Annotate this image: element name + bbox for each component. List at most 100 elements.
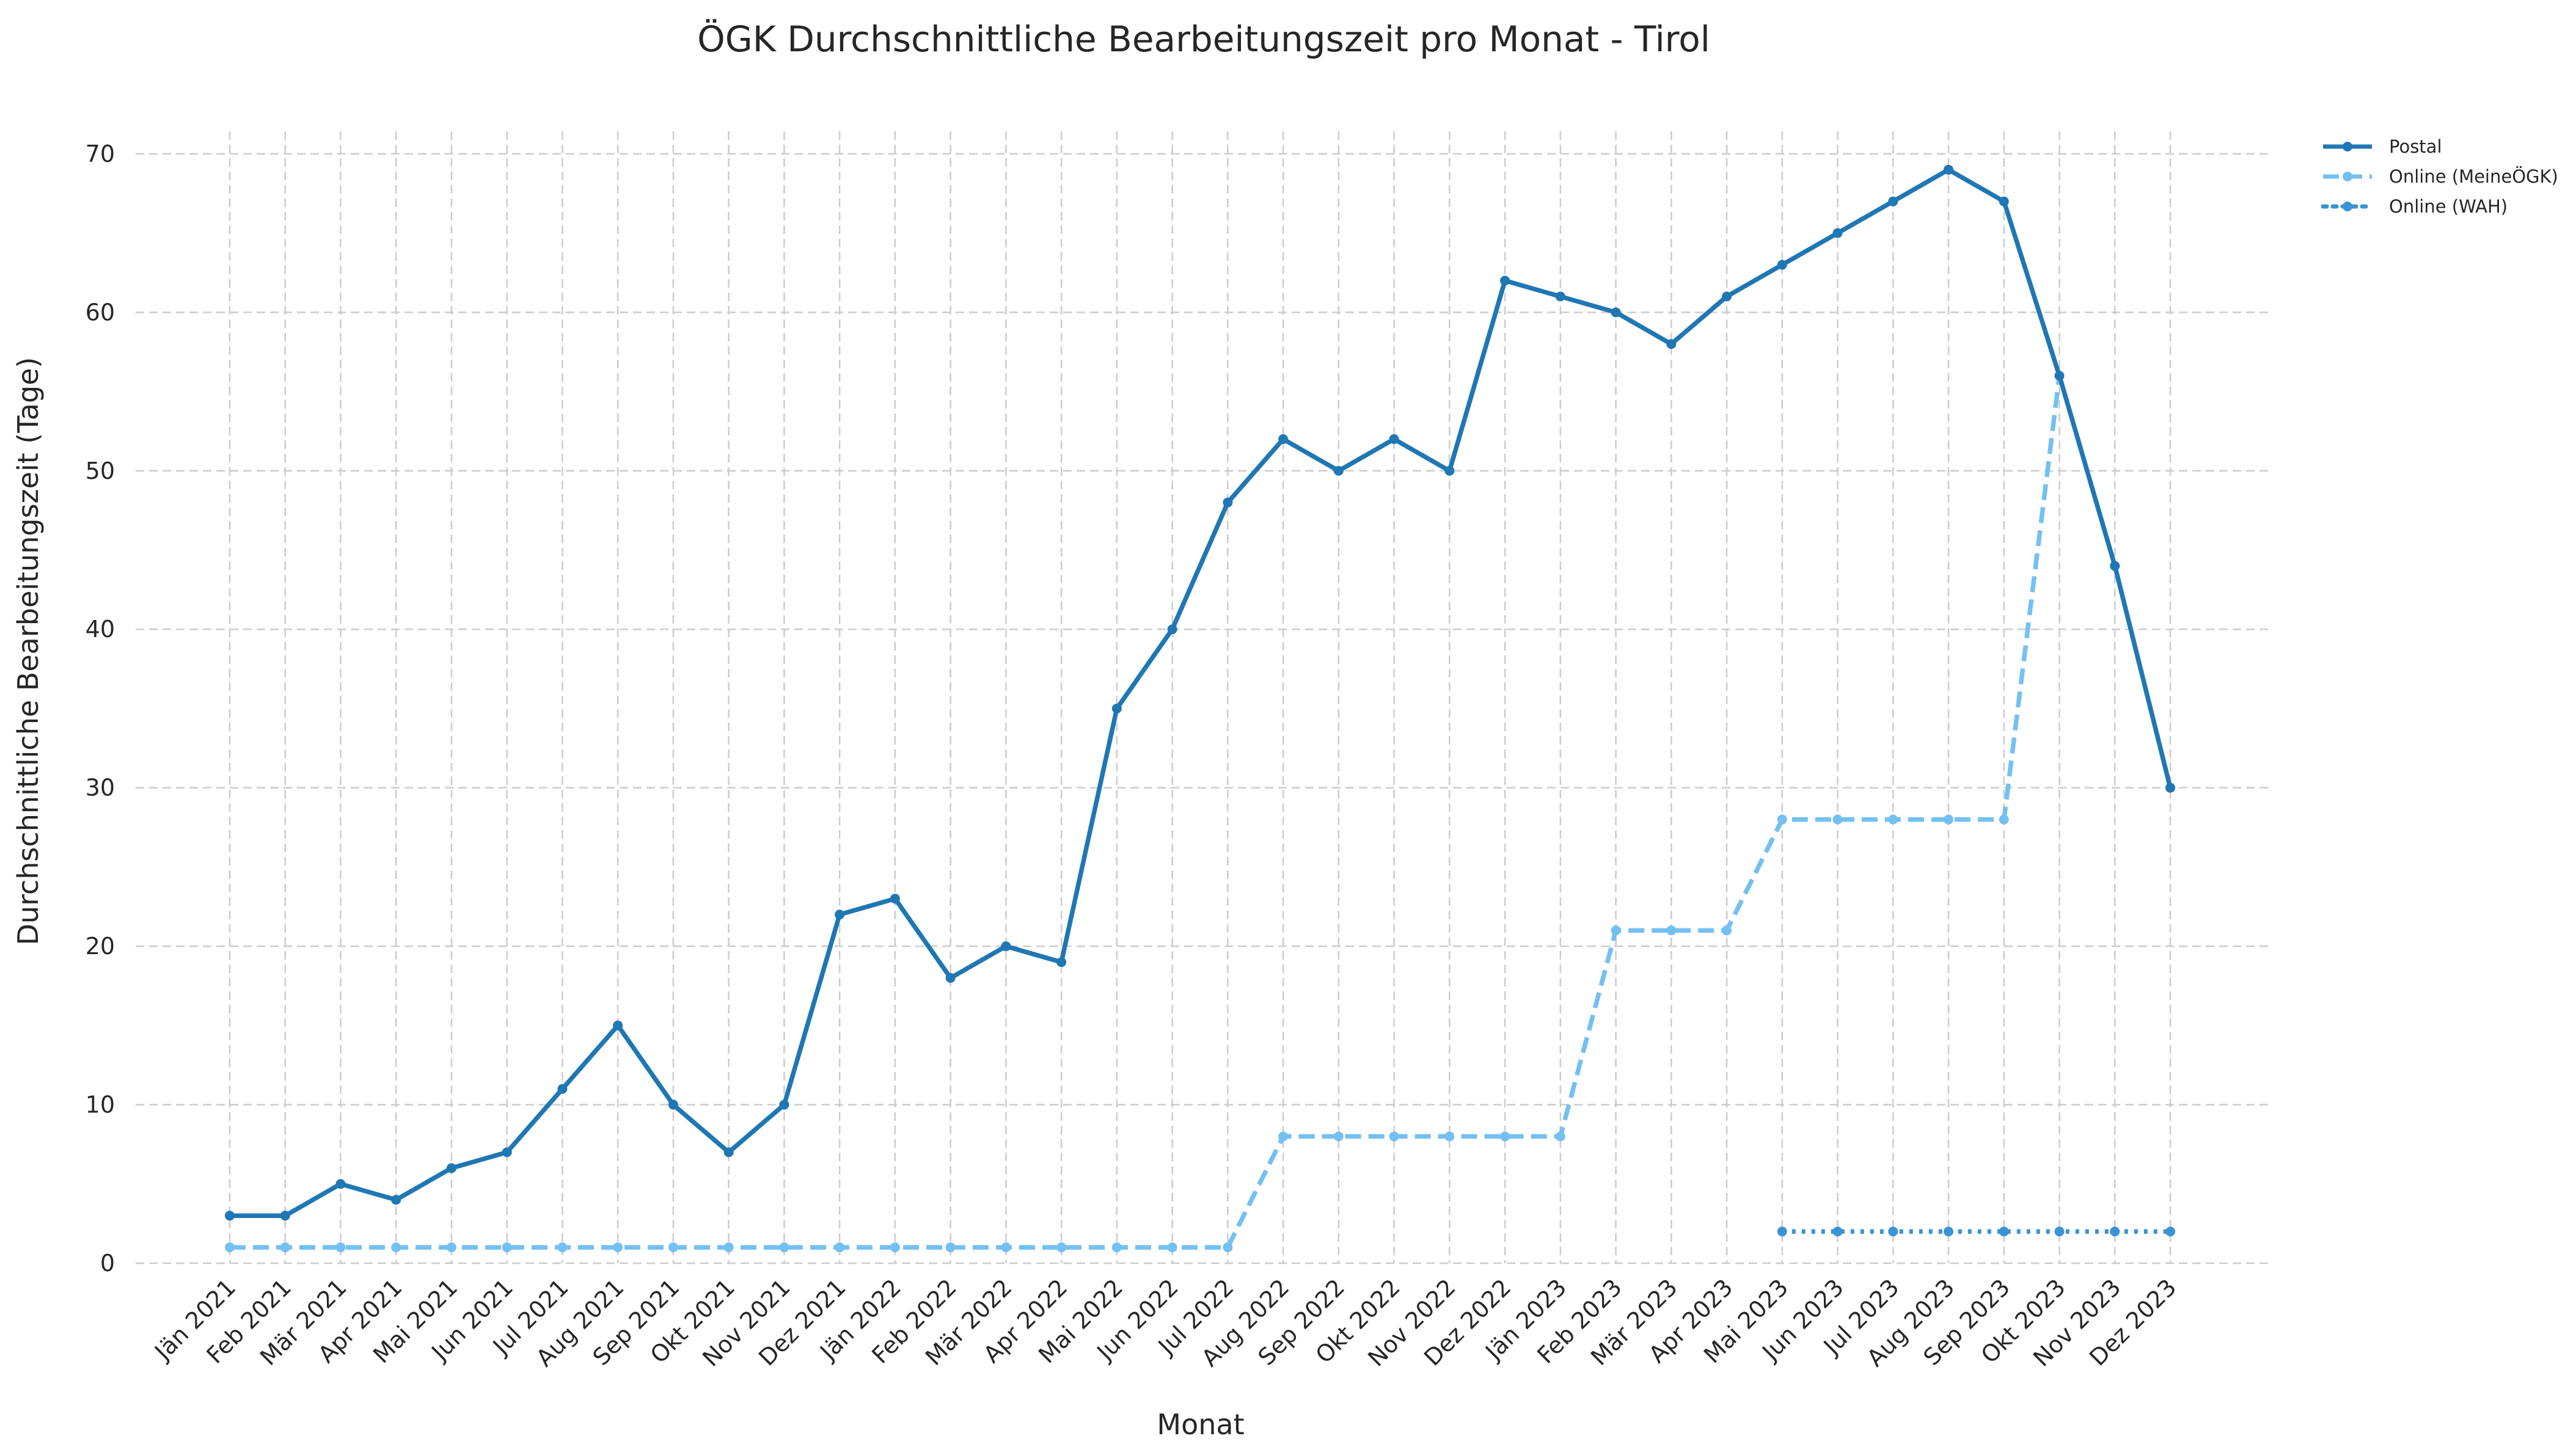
data-point [2110, 561, 2120, 571]
data-point [668, 1242, 678, 1253]
data-point [1555, 291, 1565, 302]
series-1 [225, 371, 2175, 1253]
data-point [1167, 1242, 1177, 1253]
data-point [1333, 465, 1344, 476]
data-point [1666, 339, 1677, 349]
legend-marker [2343, 142, 2352, 151]
data-point [446, 1163, 456, 1173]
y-axis-label: Durchschnittliche Bearbeitungszeit (Tage… [12, 357, 45, 946]
data-point [1832, 228, 1843, 238]
data-point [1111, 703, 1122, 713]
data-point [1001, 1242, 1011, 1253]
series-group [225, 164, 2175, 1253]
data-point [1444, 465, 1455, 476]
y-tick-label: 0 [100, 1250, 115, 1277]
data-point [1611, 925, 1621, 936]
data-point [557, 1084, 568, 1094]
data-point [835, 1242, 845, 1253]
y-tick-label: 20 [86, 933, 115, 960]
data-point [723, 1242, 734, 1253]
data-point [2165, 1227, 2175, 1237]
data-point [335, 1242, 346, 1253]
data-point [502, 1147, 512, 1158]
series-line [230, 167, 2173, 1218]
y-tick-label: 30 [86, 775, 115, 801]
chart-title: ÖGK Durchschnittliche Bearbeitungszeit p… [697, 18, 1710, 60]
data-point [1444, 1131, 1455, 1142]
y-tick-label: 10 [86, 1092, 115, 1118]
data-point [945, 1242, 956, 1253]
data-point [779, 1242, 789, 1253]
data-point [1777, 260, 1787, 270]
data-point [890, 1242, 900, 1253]
data-point [335, 1179, 346, 1189]
data-point [1832, 814, 1843, 825]
data-point [668, 1099, 678, 1110]
data-point [2054, 1227, 2065, 1237]
data-point [1722, 925, 1732, 936]
legend-label: Postal [2389, 136, 2442, 157]
data-point [1333, 1131, 1344, 1142]
x-axis-label: Monat [1157, 1408, 1244, 1441]
legend-label: Online (WAH) [2389, 196, 2508, 217]
data-point [1944, 164, 1954, 175]
data-point [779, 1099, 789, 1110]
legend-label: Online (MeineÖGK) [2389, 166, 2558, 187]
grid [136, 131, 2268, 1264]
data-point [1999, 1227, 2009, 1237]
data-point [225, 1211, 235, 1221]
legend-marker [2343, 172, 2352, 181]
data-point [1389, 1131, 1399, 1142]
data-point [2165, 782, 2175, 793]
data-point [2054, 371, 2065, 381]
data-point [225, 1242, 235, 1253]
y-tick-label: 70 [86, 140, 115, 167]
data-point [1832, 1227, 1843, 1237]
data-point [613, 1242, 623, 1253]
data-point [557, 1242, 568, 1253]
data-point [1223, 497, 1233, 508]
data-point [1999, 196, 2009, 206]
data-point [1111, 1242, 1122, 1253]
y-tick-label: 60 [86, 299, 115, 326]
data-point [446, 1242, 456, 1253]
legend-marker [2343, 202, 2352, 211]
data-point [1500, 1131, 1510, 1142]
data-point [1944, 814, 1954, 825]
data-point [1722, 291, 1732, 302]
data-point [1167, 624, 1177, 635]
series-line [230, 373, 2173, 1250]
data-point [391, 1195, 401, 1205]
data-point [890, 894, 900, 904]
data-point [1500, 275, 1510, 286]
data-point [1777, 814, 1787, 825]
data-point [2110, 1227, 2120, 1237]
legend-entry: Online (MeineÖGK) [2323, 166, 2558, 187]
legend: Postal Online (MeineÖGK) Online (WAH) [2321, 136, 2558, 217]
data-point [945, 973, 956, 983]
data-point [613, 1020, 623, 1030]
data-point [1888, 196, 1898, 206]
data-point [1999, 814, 2009, 825]
data-point [1888, 1227, 1898, 1237]
data-point [1223, 1242, 1233, 1253]
data-point [1056, 1242, 1067, 1253]
data-point [1944, 1227, 1954, 1237]
data-point [1555, 1131, 1565, 1142]
y-tick-label: 40 [86, 616, 115, 643]
data-point [502, 1242, 512, 1253]
data-point [1278, 1131, 1289, 1142]
legend-entry: Online (WAH) [2321, 196, 2508, 217]
y-axis-ticks: 0 10 20 30 40 50 60 70 [86, 140, 115, 1277]
data-point [280, 1242, 290, 1253]
data-point [1888, 814, 1898, 825]
data-point [1389, 434, 1399, 444]
data-point [1001, 941, 1011, 952]
series-0 [225, 164, 2175, 1221]
legend-entry: Postal [2323, 136, 2442, 157]
data-point [1278, 434, 1289, 444]
data-point [391, 1242, 401, 1253]
data-point [1056, 957, 1067, 968]
